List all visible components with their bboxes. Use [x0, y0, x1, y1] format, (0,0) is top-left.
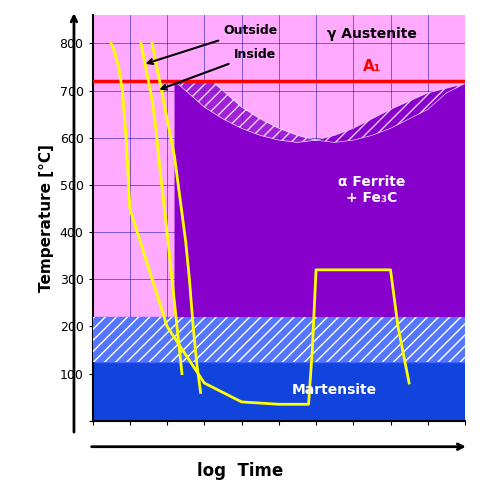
Text: A₁: A₁ [363, 59, 381, 74]
Bar [93, 317, 465, 362]
Bar [93, 362, 465, 421]
Text: α Ferrite
+ Fe₃C: α Ferrite + Fe₃C [338, 174, 406, 205]
Text: Inside: Inside [161, 48, 276, 89]
Polygon shape [175, 81, 465, 142]
Polygon shape [175, 81, 465, 317]
Text: γ Austenite: γ Austenite [327, 27, 417, 41]
Y-axis label: Temperature [°C]: Temperature [°C] [39, 144, 54, 292]
Text: log  Time: log Time [197, 462, 283, 480]
Bar [93, 317, 465, 362]
Text: Martensite: Martensite [292, 383, 377, 397]
Bar [93, 317, 465, 362]
Text: Outside: Outside [148, 24, 277, 64]
